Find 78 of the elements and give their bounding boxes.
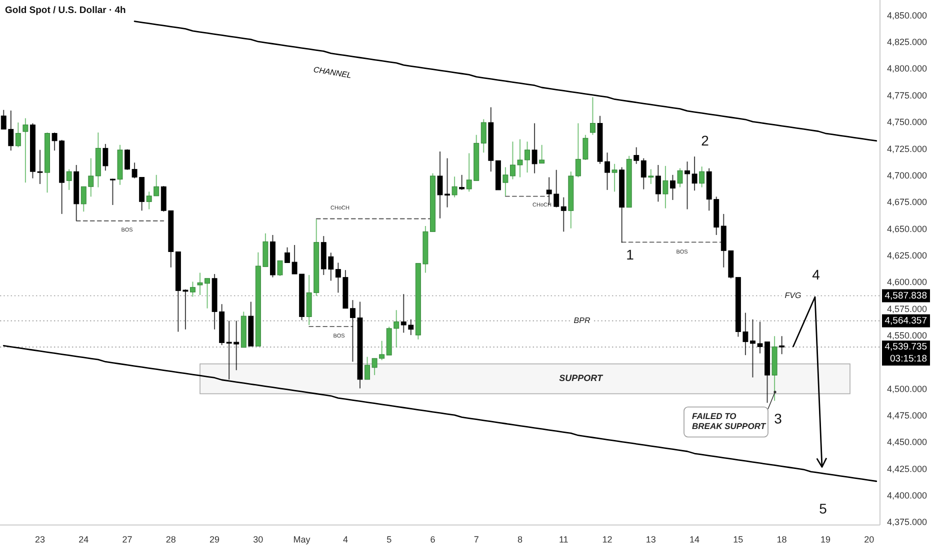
- y-tick-label: 4,550.000: [886, 330, 927, 341]
- annotation: 5: [819, 500, 828, 517]
- candlestick: [634, 146, 640, 164]
- candlestick: [699, 166, 705, 188]
- y-tick-label: 4,425.000: [886, 464, 927, 474]
- x-tick-label: 23: [34, 534, 46, 544]
- candlestick: [590, 96, 596, 136]
- y-tick-label: 4,625.000: [886, 250, 927, 260]
- annotation: FVG: [784, 290, 802, 300]
- candlestick: [277, 260, 283, 277]
- y-tick-label: 4,650.000: [886, 224, 927, 234]
- x-tick-label: 13: [646, 534, 656, 544]
- candlestick: [662, 165, 668, 209]
- y-tick-label: 4,375.000: [886, 517, 927, 528]
- y-tick-label: 4,775.000: [886, 90, 927, 100]
- ref-line-label: 4,539.735: [884, 342, 927, 353]
- annotation: 2: [701, 132, 710, 149]
- candlestick: [480, 118, 486, 154]
- y-tick-label: 4,400.000: [886, 490, 927, 501]
- x-tick-label: 19: [820, 534, 830, 544]
- x-tick-label: 12: [602, 534, 612, 544]
- candlestick: [677, 168, 683, 188]
- candlestick: [779, 336, 785, 355]
- y-tick-label: 4,675.000: [886, 197, 927, 208]
- annotation: 1: [626, 246, 634, 263]
- annotation: 3: [774, 410, 782, 427]
- candlestick: [66, 168, 72, 190]
- y-tick-label: 4,700.000: [886, 170, 927, 180]
- candlestick: [648, 168, 654, 184]
- text: 03:15:18: [890, 354, 927, 365]
- candlestick: [560, 196, 566, 232]
- x-tick-label: 6: [430, 534, 436, 544]
- y-tick-label: 4,800.000: [886, 64, 927, 74]
- candlestick: [102, 143, 108, 172]
- candlestick: [539, 144, 545, 164]
- annotation: 4: [812, 266, 820, 283]
- y-tick-label: 4,575.000: [886, 304, 927, 314]
- candlestick: [655, 164, 661, 202]
- ref-line-label: 4,587.838: [884, 290, 927, 302]
- x-tick-label: 29: [210, 534, 220, 544]
- candlestick: [670, 174, 676, 200]
- x-tick-label: 18: [776, 534, 787, 544]
- y-tick-label: 4,825.000: [886, 37, 927, 48]
- y-tick-label: 4,750.000: [886, 117, 927, 128]
- x-tick-label: 7: [474, 534, 479, 544]
- x-tick-label: 5: [386, 534, 392, 544]
- x-tick-label: May: [293, 534, 311, 544]
- y-tick-label: 4,475.000: [886, 410, 927, 421]
- text: Gold Spot / U.S. Dollar · 4h: [5, 5, 126, 16]
- annotation: CHANNEL: [312, 65, 352, 80]
- y-tick-label: 4,450.000: [886, 437, 927, 448]
- candlestick: [110, 178, 116, 206]
- candlestick: [452, 176, 458, 198]
- x-tick-label: 28: [166, 534, 176, 544]
- x-tick-label: 20: [864, 534, 874, 544]
- ref-line-label: 4,564.357: [884, 315, 927, 326]
- x-tick-label: 4: [342, 534, 348, 544]
- x-tick-label: 27: [122, 534, 132, 544]
- y-tick-label: 4,500.000: [886, 384, 927, 394]
- candlestick: [22, 118, 28, 184]
- x-tick-label: 8: [517, 534, 523, 544]
- x-tick-label: 14: [690, 534, 700, 544]
- y-tick-label: 4,725.000: [886, 144, 927, 154]
- x-tick-label: 15: [733, 534, 744, 544]
- candlestick: [15, 122, 21, 148]
- candlestick: [612, 163, 618, 192]
- annotation: BPR: [574, 316, 590, 325]
- candlestick: [459, 174, 465, 190]
- x-tick-label: 30: [253, 534, 264, 544]
- x-tick-label: 11: [558, 534, 568, 544]
- candlestick: [640, 158, 646, 190]
- candlestick: [190, 281, 196, 298]
- y-tick-label: 4,850.000: [886, 10, 927, 20]
- x-tick-label: 24: [78, 534, 89, 544]
- annotation: FAILED TO BREAK SUPPORT: [692, 411, 766, 431]
- y-tick-label: 4,600.000: [886, 277, 927, 288]
- candlestick: [532, 122, 538, 174]
- band-label: SUPPORT: [559, 373, 604, 384]
